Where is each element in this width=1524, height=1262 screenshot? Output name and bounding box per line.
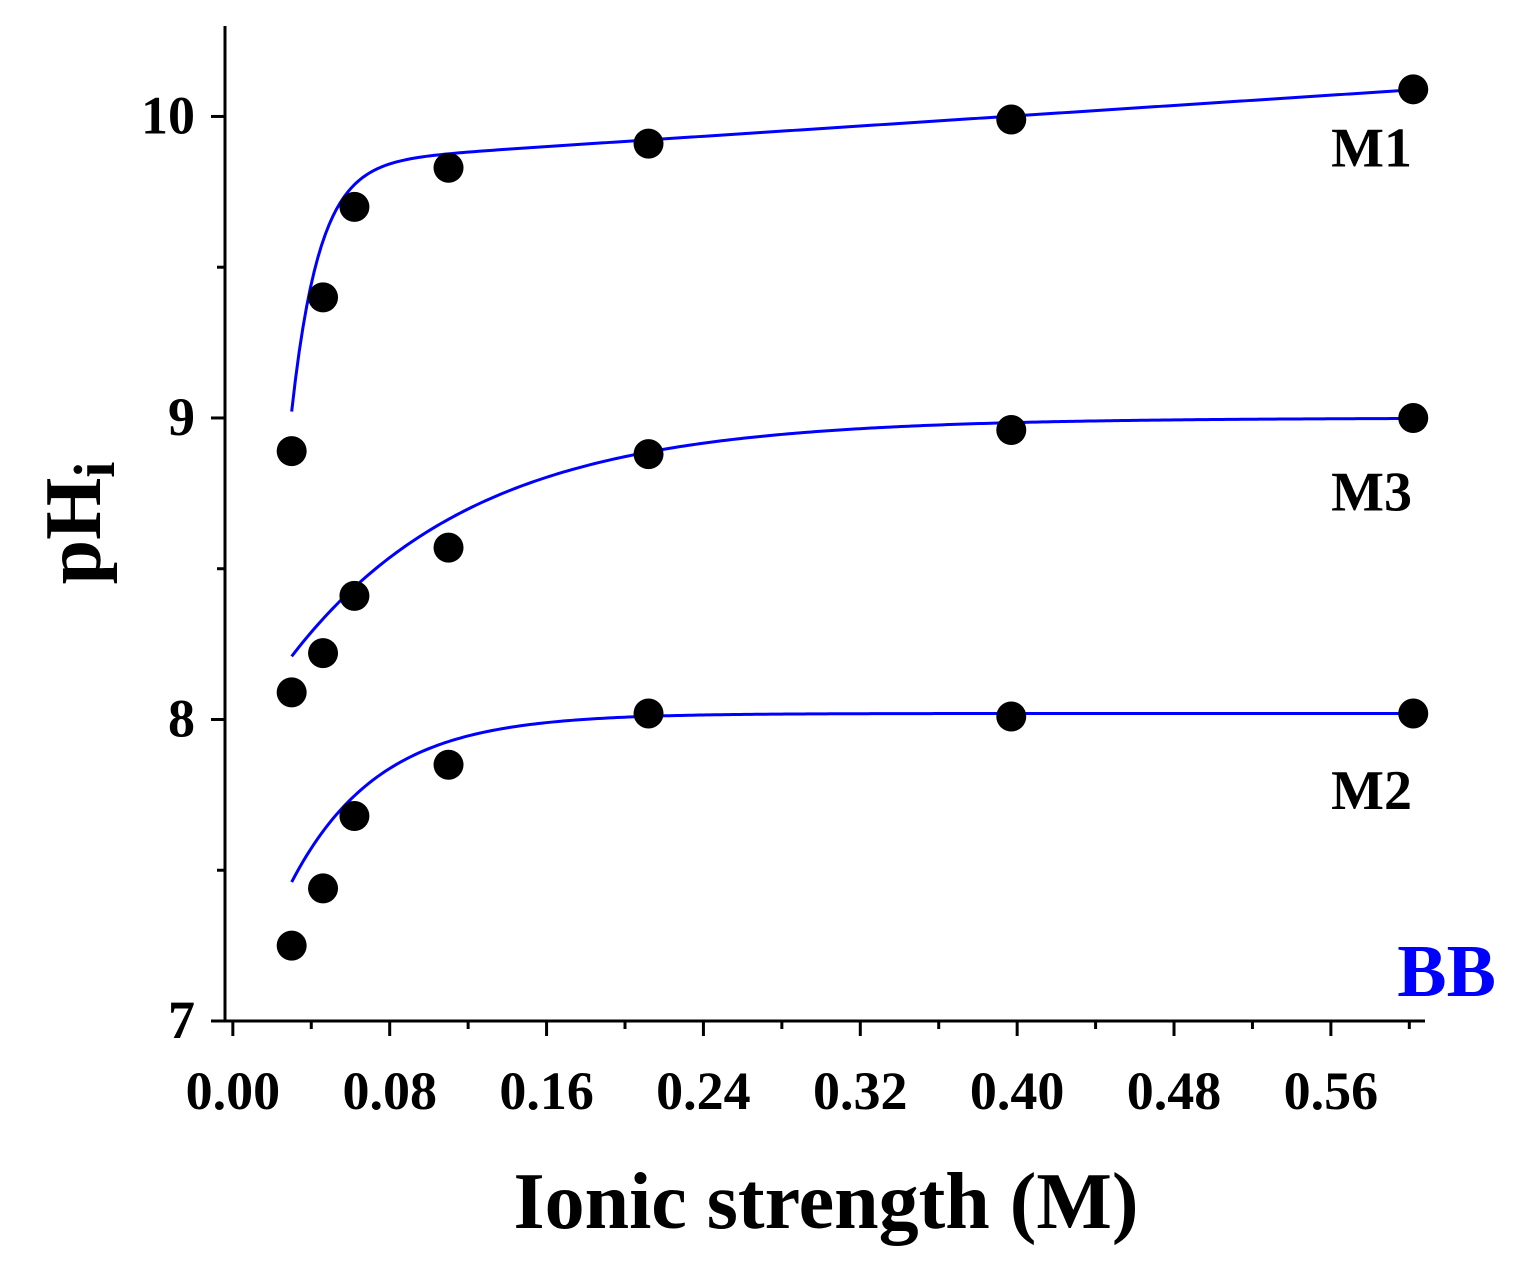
data-point-m1 bbox=[276, 436, 307, 467]
y-tick-label: 8 bbox=[168, 688, 195, 748]
x-tick-label: 0.40 bbox=[970, 1061, 1065, 1121]
data-point-m1 bbox=[633, 128, 664, 159]
data-point-m2 bbox=[996, 701, 1027, 732]
y-tick-label: 9 bbox=[168, 387, 195, 447]
data-points bbox=[276, 74, 1429, 961]
y-tick-label: 10 bbox=[141, 85, 195, 145]
data-point-m3 bbox=[308, 638, 339, 669]
data-point-m1 bbox=[339, 191, 370, 222]
fit-curve-m1 bbox=[290, 88, 1414, 412]
data-point-m3 bbox=[276, 677, 307, 708]
data-point-m1 bbox=[1398, 74, 1429, 105]
axes bbox=[223, 26, 1425, 1023]
data-point-m2 bbox=[633, 698, 664, 729]
data-point-m2 bbox=[433, 749, 464, 780]
y-axis-title-main: pH bbox=[30, 478, 118, 585]
fit-curves bbox=[290, 88, 1414, 883]
panel-label: BB bbox=[1397, 931, 1496, 1013]
data-point-m2 bbox=[1398, 698, 1429, 729]
fit-curve-m3 bbox=[290, 416, 1414, 658]
data-point-m3 bbox=[1398, 402, 1429, 433]
y-tick-label: 7 bbox=[168, 990, 195, 1050]
x-tick-label: 0.16 bbox=[499, 1061, 594, 1121]
x-tick-label: 0.48 bbox=[1127, 1061, 1222, 1121]
x-tick-label: 0.24 bbox=[656, 1061, 751, 1121]
x-axis-title: Ionic strength (M) bbox=[513, 1158, 1138, 1246]
x-tick-label: 0.32 bbox=[813, 1061, 908, 1121]
series-label-m1: M1 bbox=[1331, 118, 1412, 180]
data-point-m2 bbox=[339, 800, 370, 831]
data-point-m3 bbox=[996, 415, 1027, 446]
fit-curve-m2 bbox=[290, 711, 1414, 883]
series-label-m3: M3 bbox=[1331, 461, 1412, 523]
x-tick-label: 0.00 bbox=[186, 1061, 281, 1121]
data-point-m2 bbox=[276, 930, 307, 961]
x-tick-label: 0.08 bbox=[342, 1061, 437, 1121]
y-axis-title-subscript: i bbox=[62, 462, 127, 478]
series-labels: M1 M3 M2 bbox=[1331, 118, 1412, 822]
data-point-m3 bbox=[433, 532, 464, 563]
data-point-m3 bbox=[633, 439, 664, 470]
data-point-m1 bbox=[433, 152, 464, 183]
data-point-m2 bbox=[308, 873, 339, 904]
data-point-m1 bbox=[308, 282, 339, 313]
y-axis-title: pHi bbox=[30, 462, 127, 585]
x-tick-label: 0.56 bbox=[1284, 1061, 1379, 1121]
data-point-m3 bbox=[339, 580, 370, 611]
ticks: 7 8 9 10 0.00 0.08 0.16 0.24 0.32 0.40 0.48 0.56 bbox=[141, 85, 1411, 1121]
data-point-m1 bbox=[996, 104, 1027, 135]
series-label-m2: M2 bbox=[1331, 760, 1412, 822]
